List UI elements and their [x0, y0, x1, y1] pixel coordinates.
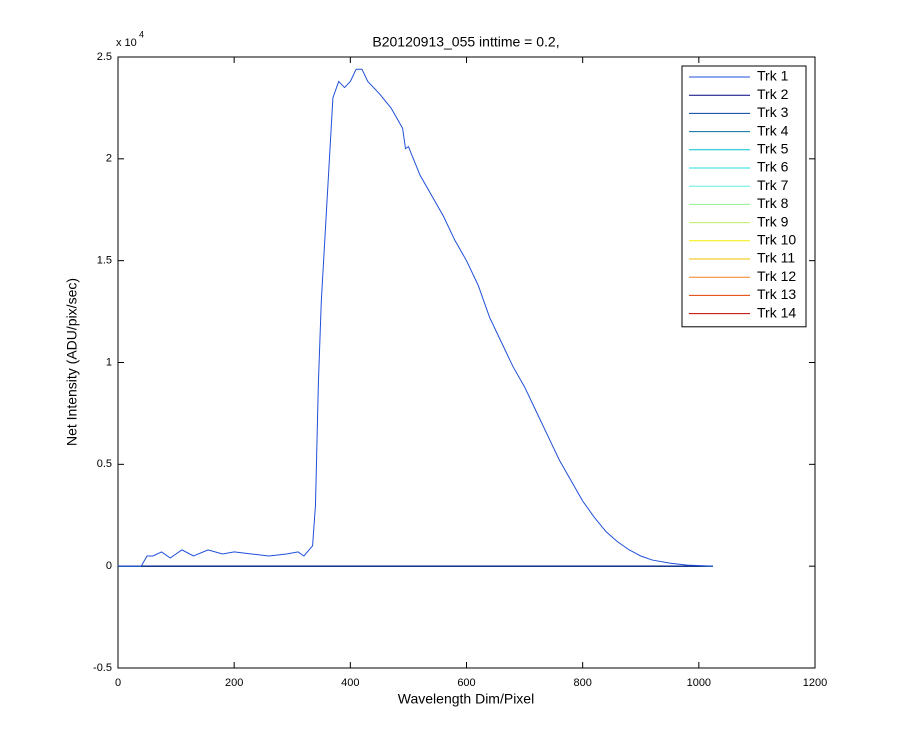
- y-scale-label: x 10: [116, 37, 137, 49]
- x-tick-label: 600: [457, 677, 475, 689]
- y-tick-label: 2.5: [97, 51, 112, 63]
- x-tick-label: 1000: [687, 677, 711, 689]
- y-tick-label: 1.5: [97, 255, 112, 267]
- legend-label: Trk 11: [757, 250, 795, 266]
- legend-label: Trk 9: [757, 213, 789, 229]
- x-tick-label: 1200: [803, 677, 827, 689]
- y-scale-exponent: 4: [139, 29, 144, 39]
- y-tick-label: 2: [106, 153, 112, 165]
- y-tick-label: 0: [106, 560, 112, 572]
- y-axis-label: Net Intensity (ADU/pix/sec): [64, 278, 80, 446]
- y-tick-label: 1: [106, 356, 112, 368]
- series-line: [118, 68, 713, 567]
- x-tick-label: 200: [225, 677, 243, 689]
- chart-title: B20120913_055 inttime = 0.2,: [372, 34, 559, 50]
- legend-label: Trk 6: [757, 159, 789, 175]
- x-tick-label: 400: [341, 677, 359, 689]
- legend-label: Trk 5: [757, 141, 789, 157]
- x-axis-label: Wavelength Dim/Pixel: [398, 691, 534, 707]
- legend-label: Trk 14: [757, 304, 796, 320]
- legend-label: Trk 3: [757, 104, 789, 120]
- x-tick-label: 0: [115, 677, 121, 689]
- x-tick-label: 800: [573, 677, 591, 689]
- y-tick-label: 0.5: [97, 458, 112, 470]
- legend-label: Trk 2: [757, 86, 789, 102]
- legend-label: Trk 8: [757, 195, 789, 211]
- legend-label: Trk 13: [757, 286, 796, 302]
- legend-label: Trk 4: [757, 122, 789, 138]
- legend-label: Trk 7: [757, 177, 789, 193]
- legend-label: Trk 1: [757, 68, 789, 84]
- legend-box: [681, 65, 807, 328]
- legend-label: Trk 12: [757, 268, 796, 284]
- y-tick-label: -0.5: [93, 662, 112, 674]
- legend-label: Trk 10: [757, 232, 796, 248]
